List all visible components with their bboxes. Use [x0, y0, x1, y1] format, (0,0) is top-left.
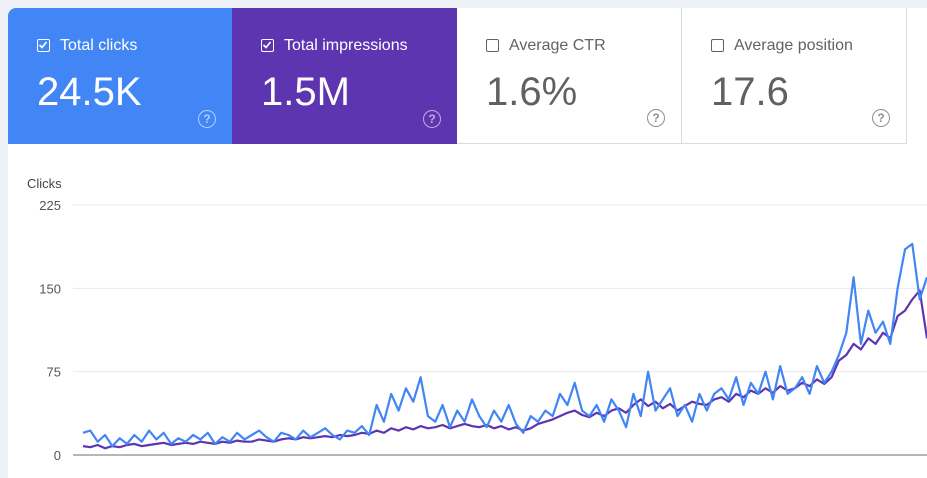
y-tick-label: 225 [39, 198, 61, 213]
performance-panel: Total clicks 24.5K ? Total impressions 1… [8, 8, 927, 478]
checkbox-checked-icon[interactable] [37, 39, 50, 52]
help-icon[interactable]: ? [872, 109, 890, 127]
checkbox-unchecked-icon[interactable] [486, 39, 499, 52]
metric-value: 17.6 [711, 70, 789, 114]
metric-label: Total impressions [284, 37, 408, 54]
impressions-series-line [82, 289, 927, 450]
metric-value: 1.6% [486, 70, 578, 114]
help-icon[interactable]: ? [647, 109, 665, 127]
metric-card-total-impressions[interactable]: Total impressions 1.5M ? [232, 8, 457, 144]
metric-card-average-ctr[interactable]: Average CTR 1.6% ? [457, 8, 682, 144]
metric-label: Total clicks [60, 37, 138, 54]
metric-card-total-clicks[interactable]: Total clicks 24.5K ? [8, 8, 232, 144]
clicks-series-line [82, 242, 927, 448]
help-icon[interactable]: ? [423, 110, 441, 128]
y-tick-label: 150 [39, 281, 61, 296]
performance-chart: Clicks 0 75 150 225 [27, 176, 927, 463]
metric-value: 1.5M [261, 70, 350, 114]
metric-label: Average position [734, 37, 853, 54]
checkbox-checked-icon[interactable] [261, 39, 274, 52]
y-axis-label: Clicks [27, 176, 62, 191]
metric-card-average-position[interactable]: Average position 17.6 ? [682, 8, 907, 144]
metric-value: 24.5K [37, 70, 142, 114]
metric-label: Average CTR [509, 37, 606, 54]
y-tick-label: 75 [47, 365, 61, 380]
y-tick-label: 0 [54, 448, 61, 463]
metric-cards: Total clicks 24.5K ? Total impressions 1… [8, 8, 907, 144]
checkbox-unchecked-icon[interactable] [711, 39, 724, 52]
help-icon[interactable]: ? [198, 110, 216, 128]
